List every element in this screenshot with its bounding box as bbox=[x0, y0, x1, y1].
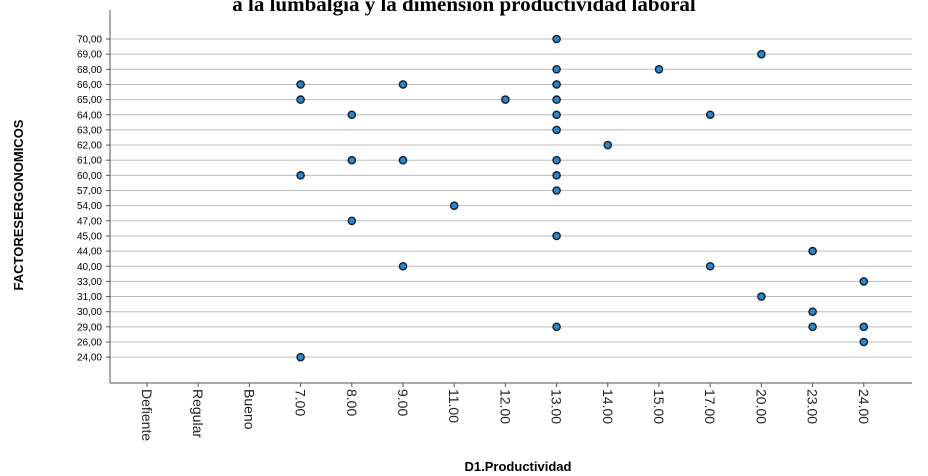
x-tick-label: Bueno bbox=[241, 389, 257, 430]
scatter-point bbox=[552, 125, 561, 135]
scatter-point bbox=[296, 171, 305, 180]
y-tick-label: 60,00 bbox=[77, 171, 102, 182]
scatter-point bbox=[552, 110, 561, 120]
x-tick-label: 17.00 bbox=[702, 389, 718, 424]
y-tick-label: 69,00 bbox=[77, 50, 102, 61]
y-tick-label: 54,00 bbox=[77, 201, 102, 212]
y-tick-labels: 70,00 69,00 68,00 66,00 65,00 64,00 63,00 62,00… bbox=[77, 35, 102, 364]
scatter-point bbox=[552, 155, 561, 165]
x-tick-label: 24.00 bbox=[856, 389, 872, 424]
scatter-point bbox=[552, 322, 561, 332]
scatter-point bbox=[705, 110, 715, 120]
y-tick-label: 30,00 bbox=[77, 307, 102, 318]
y-tick-label: 29,00 bbox=[77, 322, 102, 333]
scatter-point bbox=[552, 95, 561, 104]
scatter-point bbox=[501, 95, 510, 104]
x-tick-label: Defiente bbox=[139, 389, 155, 441]
x-tick-label: 20.00 bbox=[753, 389, 769, 424]
scatter-point bbox=[757, 292, 766, 301]
scatter-point bbox=[347, 155, 357, 165]
y-tick-label: 31,00 bbox=[77, 292, 102, 303]
scatter-point bbox=[296, 352, 305, 362]
x-tick-label: 15.00 bbox=[651, 389, 667, 424]
scatter-point bbox=[552, 34, 561, 44]
y-tick-label: 44,00 bbox=[77, 247, 102, 258]
y-tick-label: 64,00 bbox=[77, 110, 102, 121]
x-tick-label: 23.00 bbox=[805, 389, 821, 424]
scatter-point bbox=[347, 110, 357, 120]
y-tick-label: 40,00 bbox=[77, 262, 102, 273]
scatter-point bbox=[552, 80, 561, 89]
x-tick-labels: Defiente Regular Bueno 7.00 8.00 9.00 11.00 12.… bbox=[139, 389, 872, 441]
y-axis-label: FACTORESERGONOMICOS bbox=[11, 119, 26, 290]
x-axis-label: D1.Productividad bbox=[465, 459, 572, 474]
x-tick-label: 14.00 bbox=[600, 389, 616, 424]
x-tick-label: Regular bbox=[190, 389, 206, 438]
scatter-point bbox=[808, 246, 817, 256]
axes bbox=[106, 10, 912, 387]
scatter-point bbox=[705, 261, 715, 271]
scatter-point bbox=[449, 201, 459, 210]
y-tick-label: 26,00 bbox=[77, 338, 102, 349]
x-tick-label: 12.00 bbox=[497, 389, 513, 424]
y-tick-label: 57,00 bbox=[77, 186, 102, 197]
y-tick-label: 47,00 bbox=[77, 216, 102, 227]
y-tick-label: 24,00 bbox=[77, 353, 102, 364]
scatter-point bbox=[398, 80, 408, 89]
y-tick-label: 63,00 bbox=[77, 125, 102, 136]
y-tick-label: 61,00 bbox=[77, 156, 102, 167]
scatter-point bbox=[654, 65, 664, 74]
scatter-point bbox=[296, 95, 305, 104]
scatter-point bbox=[552, 65, 561, 74]
scatter-point bbox=[603, 140, 613, 150]
y-tick-label: 45,00 bbox=[77, 231, 102, 242]
y-tick-label: 70,00 bbox=[77, 35, 102, 46]
scatter-point bbox=[552, 171, 561, 180]
x-tick-label: 11.00 bbox=[446, 389, 462, 423]
scatter-point bbox=[859, 322, 869, 332]
y-tick-label: 68,00 bbox=[77, 65, 102, 76]
scatter-point bbox=[808, 307, 817, 317]
scatter-point bbox=[296, 80, 305, 89]
scatter-point bbox=[859, 277, 869, 286]
scatter-point bbox=[347, 216, 357, 226]
y-tick-label: 66,00 bbox=[77, 80, 102, 91]
y-tick-label: 33,00 bbox=[77, 277, 102, 288]
scatter-point bbox=[398, 155, 408, 165]
x-tick-label: 9.00 bbox=[395, 389, 411, 416]
x-tick-label: 8.00 bbox=[344, 389, 360, 416]
scatter-point bbox=[552, 186, 561, 195]
y-tick-label: 65,00 bbox=[77, 95, 102, 106]
scatter-point bbox=[808, 322, 817, 332]
y-tick-label: 62,00 bbox=[77, 141, 102, 152]
grid-lines bbox=[110, 38, 912, 358]
chart-title: a la lumbalgia y la dimensión productivi… bbox=[232, 0, 696, 16]
scatter-point bbox=[757, 49, 766, 59]
x-tick-label: 13.00 bbox=[549, 389, 565, 424]
scatter-point bbox=[859, 337, 869, 347]
data-points bbox=[296, 34, 869, 362]
scatter-point bbox=[398, 261, 408, 271]
scatter-point bbox=[552, 231, 561, 241]
x-tick-label: 7.00 bbox=[293, 389, 309, 416]
